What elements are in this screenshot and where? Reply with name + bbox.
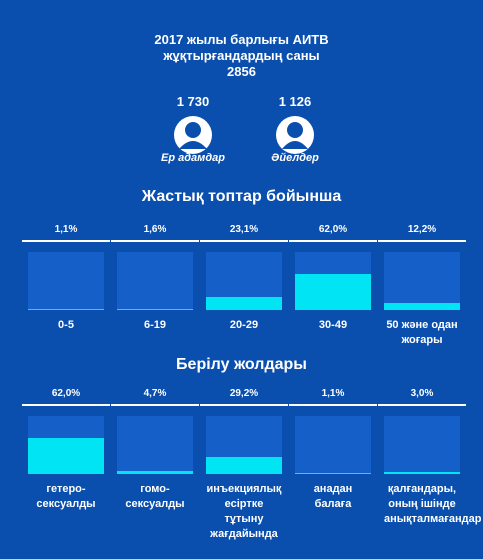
bar <box>28 438 104 474</box>
category-label: 20-29 <box>229 319 259 331</box>
separator <box>200 404 288 406</box>
bar <box>206 457 282 474</box>
title-line: 2017 жылы барлығы АИТВ <box>154 32 329 47</box>
bar-track <box>384 416 460 474</box>
bar <box>384 302 460 310</box>
separator <box>22 404 110 406</box>
category-label: қалғандары, оның ішінде анықталмағандар <box>384 483 482 525</box>
bar <box>384 472 460 474</box>
bar-track <box>384 252 460 310</box>
column: 23,1% 20-29 <box>200 224 288 333</box>
bar-track <box>28 416 104 474</box>
category-label: 30-49 <box>318 319 348 331</box>
separator <box>111 240 199 242</box>
column: 3,0% қалғандары, оның ішінде анықталмаған… <box>378 388 482 527</box>
category-label: анадан балаға <box>313 483 353 510</box>
bar-track <box>28 252 104 310</box>
category-label: 0-5 <box>58 319 74 331</box>
women-label: Әйелдер <box>271 152 319 164</box>
value-label: 29,2% <box>229 388 259 399</box>
column: 29,2% инъекциялық есірткe тұтыну жағдайын… <box>200 388 288 542</box>
value-label: 23,1% <box>229 224 259 235</box>
bar-track <box>295 416 371 474</box>
column: 62,0% 30-49 <box>289 224 377 333</box>
column: 1,6% 6-19 <box>111 224 199 333</box>
separator <box>378 240 466 242</box>
title: 2017 жылы барлығы АИТВ жұқтырғандардың с… <box>0 32 483 80</box>
bar-track <box>295 252 371 310</box>
bar <box>206 296 282 310</box>
column: 12,2% 50 және одан жоғары <box>378 224 466 348</box>
value-label: 1,6% <box>143 224 167 235</box>
bar-track <box>206 252 282 310</box>
bar <box>117 471 193 474</box>
category-label: 6-19 <box>143 319 167 331</box>
value-label: 4,7% <box>143 388 167 399</box>
separator <box>378 404 466 406</box>
women-icon <box>276 116 314 154</box>
bar-track <box>117 416 193 474</box>
column: 1,1% 0-5 <box>22 224 110 333</box>
category-label: инъекциялық есірткe тұтыну жағдайында <box>206 483 282 540</box>
men-label: Ер адамдар <box>161 152 225 164</box>
category-label: 50 және одан жоғары <box>386 319 458 346</box>
category-label: гетеро-сексуалды <box>36 483 96 510</box>
men-icon <box>174 116 212 154</box>
category-label: гомо-сексуалды <box>125 483 185 510</box>
bar-track <box>206 416 282 474</box>
column: 62,0% гетеро-сексуалды <box>22 388 110 512</box>
title-line: жұқтырғандардың саны <box>163 48 320 63</box>
value-label: 1,1% <box>321 388 345 399</box>
value-label: 3,0% <box>410 388 434 399</box>
column: 4,7% гомо-сексуалды <box>111 388 199 512</box>
value-label: 62,0% <box>318 224 348 235</box>
total: 2856 <box>227 64 256 79</box>
women-count: 1 126 <box>278 94 312 109</box>
value-label: 1,1% <box>54 224 78 235</box>
bar-track <box>117 252 193 310</box>
separator <box>289 240 377 242</box>
bar <box>295 473 371 474</box>
separator <box>22 240 110 242</box>
bar <box>295 274 371 310</box>
separator <box>289 404 377 406</box>
section-title: Жастық топтар бойынша <box>141 188 342 205</box>
separator <box>200 240 288 242</box>
section-title: Берілу жолдары <box>176 356 307 373</box>
bar <box>28 309 104 310</box>
value-label: 62,0% <box>51 388 81 399</box>
bar <box>117 309 193 310</box>
column: 1,1% анадан балаға <box>289 388 377 512</box>
men-count: 1 730 <box>176 94 210 109</box>
value-label: 12,2% <box>407 224 437 235</box>
separator <box>111 404 199 406</box>
